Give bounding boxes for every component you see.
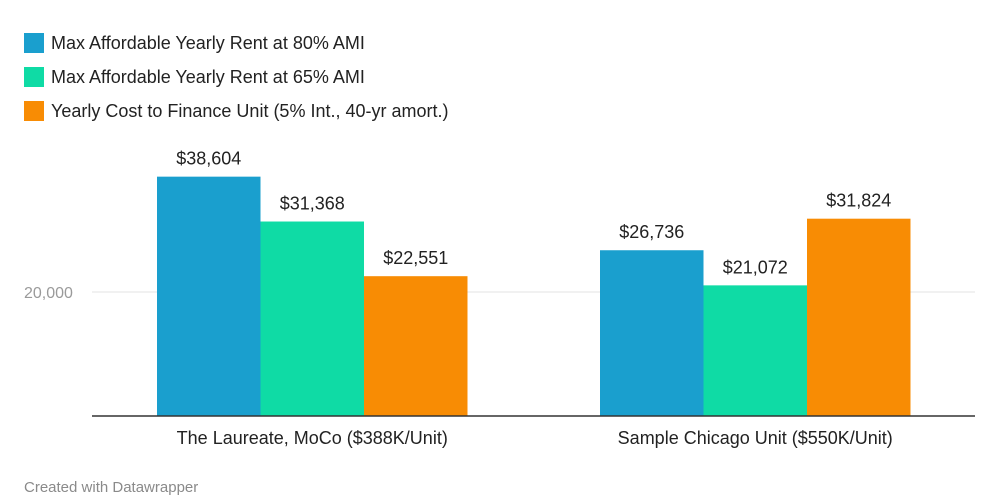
data-label: $21,072 [723,257,788,277]
data-label: $26,736 [619,222,684,242]
y-tick-label: 20,000 [24,285,73,302]
legend-item: Max Affordable Yearly Rent at 65% AMI [24,60,449,94]
data-label: $31,368 [280,194,345,214]
category-label: The Laureate, MoCo ($388K/Unit) [177,428,448,448]
bar [260,221,364,416]
legend-swatch [24,67,44,87]
bar [807,218,911,416]
legend-swatch [24,33,44,53]
legend-swatch [24,101,44,121]
bar [364,276,468,416]
bar [600,250,704,416]
legend-label: Yearly Cost to Finance Unit (5% Int., 40… [51,100,449,121]
data-label: $38,604 [176,149,241,169]
legend-label: Max Affordable Yearly Rent at 65% AMI [51,66,365,87]
category-label: Sample Chicago Unit ($550K/Unit) [618,428,893,448]
data-label: $31,824 [826,191,891,211]
bar [703,285,807,416]
legend-item: Yearly Cost to Finance Unit (5% Int., 40… [24,94,449,128]
bar [157,176,261,416]
legend-item: Max Affordable Yearly Rent at 80% AMI [24,26,449,60]
legend-label: Max Affordable Yearly Rent at 80% AMI [51,32,365,53]
legend: Max Affordable Yearly Rent at 80% AMI Max… [24,26,449,128]
data-label: $22,551 [383,248,448,268]
credit-text: Created with Datawrapper [24,479,199,496]
